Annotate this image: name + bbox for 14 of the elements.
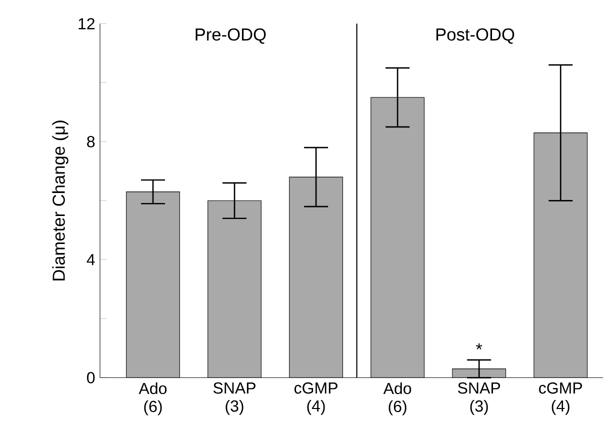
x-tick-label: SNAP (3) (458, 382, 500, 415)
x-tick-label: Ado (6) (383, 382, 412, 416)
y-tick-label: 8 (87, 136, 95, 148)
x-tick-label: cGMP (4) (294, 382, 338, 415)
y-tick-label: 0 (87, 372, 95, 384)
x-tick-label: SNAP (3) (213, 382, 256, 415)
x-tick-label: cGMP (4) (539, 382, 582, 415)
y-tick-label: 4 (86, 254, 95, 266)
y-axis-title: Diameter Change (μ) (52, 120, 68, 280)
x-tick-label: Ado (6) (138, 382, 167, 416)
y-tick-label: 12 (78, 18, 94, 30)
annotation: Post-ODQ (436, 28, 514, 44)
annotation: Pre-ODQ (196, 28, 266, 44)
annotation: * (476, 343, 482, 350)
